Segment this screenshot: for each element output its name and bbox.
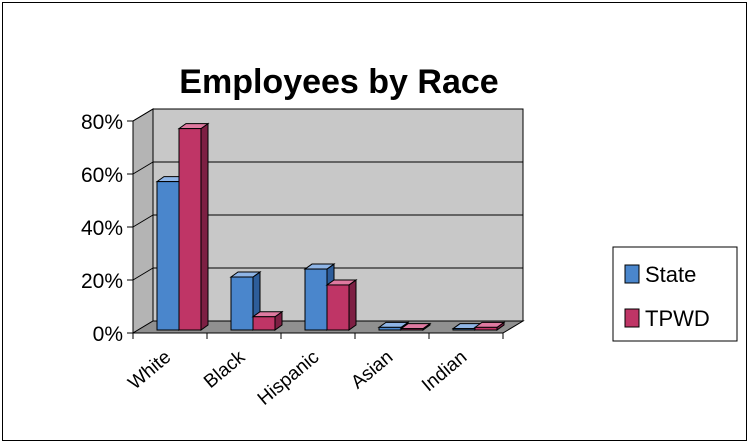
legend: State TPWD: [612, 246, 738, 342]
bar-front: [156, 181, 180, 331]
bar-front: [326, 284, 350, 331]
bar-indian-tpwd: [473, 321, 506, 331]
y-tick-label: 0%: [93, 323, 123, 346]
gridline-side: [132, 161, 154, 175]
y-tick-label: 80%: [81, 111, 123, 134]
x-axis: White Black Hispanic Asian Indian: [125, 332, 504, 410]
gridline-side: [132, 267, 154, 281]
y-tick-label: 40%: [81, 217, 123, 240]
bar-front: [400, 328, 424, 331]
bar-front: [178, 128, 202, 331]
gridlines: [132, 108, 523, 281]
x-category-label: Indian: [418, 347, 471, 396]
bar-front: [474, 326, 498, 331]
bar-hispanic-tpwd: [325, 278, 358, 331]
y-tick-label: 20%: [81, 270, 123, 293]
x-category-label: Black: [200, 346, 249, 392]
legend-swatch-tpwd: [624, 308, 640, 328]
legend-label-state: State: [645, 262, 696, 287]
bar-front: [230, 276, 254, 331]
bar-white-tpwd: [177, 122, 210, 331]
x-category-label: White: [125, 347, 176, 394]
chart-frame: 0% 20% 40% 60% 80% White Black Hispanic Asian In…: [2, 2, 747, 441]
bar-front: [304, 268, 328, 331]
gridline-side: [132, 214, 154, 228]
bar-chart: 0% 20% 40% 60% 80% White Black Hispanic Asian In…: [81, 63, 738, 410]
gridline-side: [132, 108, 154, 122]
bar-asian-tpwd: [399, 322, 432, 331]
bar-front: [252, 316, 276, 331]
bar-side: [348, 278, 357, 331]
legend-label-tpwd: TPWD: [645, 306, 710, 331]
y-tick-label: 60%: [81, 164, 123, 187]
x-category-label: Hispanic: [254, 347, 323, 410]
bar-black-tpwd: [251, 310, 284, 331]
chart-title: Employees by Race: [179, 63, 498, 101]
bar-side: [200, 122, 209, 331]
bar-front: [378, 326, 402, 331]
y-axis: 0% 20% 40% 60% 80%: [81, 111, 134, 346]
x-category-label: Asian: [347, 347, 397, 394]
bars: [155, 122, 506, 331]
legend-swatch-state: [624, 264, 640, 284]
bar-front: [452, 328, 476, 331]
